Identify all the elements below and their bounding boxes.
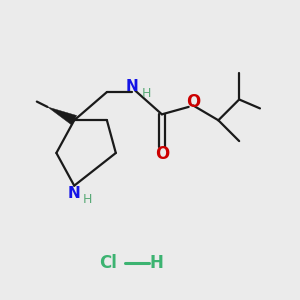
Text: H: H [142,87,151,100]
Text: H: H [83,194,92,206]
Text: N: N [68,186,81,201]
Text: O: O [186,93,200,111]
Text: O: O [155,146,169,164]
Text: Cl: Cl [100,254,117,272]
Text: N: N [126,79,139,94]
Polygon shape [47,107,76,125]
Text: H: H [149,254,163,272]
